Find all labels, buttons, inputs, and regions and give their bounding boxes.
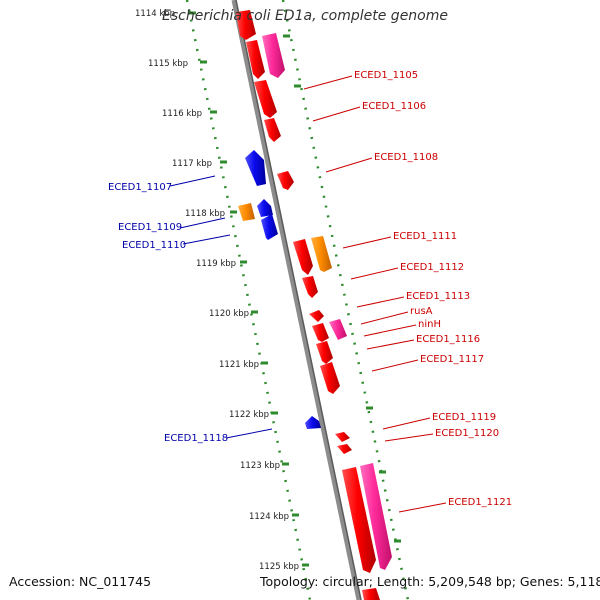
gene-pink-arrow[interactable] [262, 33, 285, 78]
gene-red-arrow[interactable] [277, 171, 294, 190]
major-ticks [189, 11, 401, 567]
gene-red-arrow[interactable] [312, 323, 329, 342]
gene-red-arrow[interactable] [335, 432, 350, 442]
gene-red-arrow[interactable] [316, 341, 333, 364]
gene-label[interactable]: ECED1_1121 [448, 497, 512, 508]
genes [236, 10, 392, 600]
gene-blue-arrow[interactable] [305, 416, 321, 429]
gene-red-arrow[interactable] [293, 239, 313, 275]
right-leaders [303, 75, 447, 513]
gene-label[interactable]: ECED1_1116 [416, 334, 480, 345]
gene-label[interactable]: ninH [418, 319, 441, 330]
gene-red-arrow[interactable] [264, 118, 281, 142]
gene-label[interactable]: ECED1_1108 [374, 152, 438, 163]
gene-label[interactable]: ECED1_1109 [118, 222, 182, 233]
gene-orange-arrow[interactable] [238, 203, 255, 221]
tick-label: 1117 kbp [172, 159, 212, 169]
gene-red-arrow[interactable] [309, 310, 324, 322]
gene-red-arrow[interactable] [342, 467, 376, 573]
gene-label[interactable]: ECED1_1120 [435, 428, 499, 439]
map-title: Escherichia coli ED1a, complete genome [162, 8, 448, 24]
gene-blue-arrow[interactable] [245, 150, 266, 186]
gene-label[interactable]: rusA [410, 306, 433, 317]
gene-label[interactable]: ECED1_1119 [432, 412, 496, 423]
gene-label[interactable]: ECED1_1117 [420, 354, 484, 365]
accession-text: Accession: NC_011745 [9, 574, 152, 589]
gene-red-arrow[interactable] [320, 362, 340, 394]
gene-red-arrow[interactable] [362, 588, 380, 600]
tick-track-right [281, 0, 410, 600]
tick-label: 1125 kbp [259, 562, 299, 572]
gene-blue-arrow[interactable] [257, 199, 273, 217]
gene-pink-arrow[interactable] [329, 319, 347, 340]
gene-blue-arrow[interactable] [261, 214, 278, 240]
gene-label[interactable]: ECED1_1106 [362, 101, 426, 112]
gene-label[interactable]: ECED1_1107 [108, 182, 172, 193]
tick-label: 1120 kbp [209, 309, 249, 319]
tick-label: 1114 kbp [135, 9, 175, 19]
gene-orange-arrow[interactable] [311, 236, 332, 272]
tick-label: 1119 kbp [196, 259, 236, 269]
tick-label: 1124 kbp [249, 512, 289, 522]
tick-label: 1115 kbp [148, 59, 188, 69]
tick-label: 1123 kbp [240, 461, 280, 471]
tick-track-left [185, 0, 312, 600]
left-leaders [169, 175, 273, 439]
tick-label: 1122 kbp [229, 410, 269, 420]
tick-label: 1118 kbp [185, 209, 225, 219]
gene-red-arrow[interactable] [236, 10, 256, 40]
gene-label[interactable]: ECED1_1118 [164, 433, 228, 444]
gene-red-arrow[interactable] [337, 444, 352, 454]
genome-backbone-shade [235, 0, 362, 600]
gene-label[interactable]: ECED1_1113 [406, 291, 470, 302]
gene-pink-arrow[interactable] [360, 463, 392, 570]
gene-label[interactable]: ECED1_1112 [400, 262, 464, 273]
gene-label[interactable]: ECED1_1105 [354, 70, 418, 81]
gene-label[interactable]: ECED1_1111 [393, 231, 457, 242]
tick-label: 1121 kbp [219, 360, 259, 370]
genome-summary-text: Topology: circular; Length: 5,209,548 bp… [260, 574, 600, 589]
gene-label[interactable]: ECED1_1110 [122, 240, 186, 251]
left-labels: ECED1_1107 ECED1_1109 ECED1_1110 ECED1_1… [108, 182, 228, 444]
gene-red-arrow[interactable] [254, 80, 277, 118]
gene-red-arrow[interactable] [246, 40, 265, 79]
gene-red-arrow[interactable] [302, 276, 318, 298]
genome-backbone [231, 0, 362, 600]
tick-label: 1116 kbp [162, 109, 202, 119]
right-labels: ECED1_1105 ECED1_1106 ECED1_1108 ECED1_1… [354, 70, 512, 508]
tick-labels: 1114 kbp 1115 kbp 1116 kbp 1117 kbp 1118… [135, 9, 299, 572]
